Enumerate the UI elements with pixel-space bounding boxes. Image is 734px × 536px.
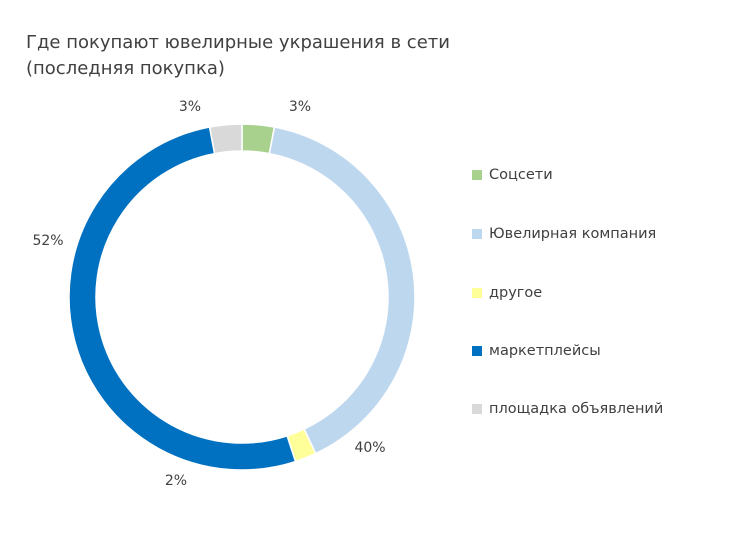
- legend-item-ювелирная-компания: Ювелирная компания: [472, 226, 656, 242]
- data-label-маркетплейсы: 52%: [32, 233, 63, 249]
- legend-item-другое: другое: [472, 285, 542, 301]
- data-label-другое: 2%: [165, 473, 187, 489]
- slice-площадка-объявлений: [208, 123, 243, 155]
- legend-label: Ювелирная компания: [489, 226, 657, 242]
- legend-item-маркетплейсы: маркетплейсы: [472, 343, 601, 359]
- legend-label: маркетплейсы: [489, 343, 601, 359]
- data-label-площадка-объявлений: 3%: [179, 99, 201, 115]
- legend-item-площадка-объявлений: площадка объявлений: [472, 401, 663, 417]
- data-label-ювелирная-компания: 40%: [354, 440, 385, 456]
- legend-swatch: [472, 170, 482, 180]
- legend-item-соцсети: Соцсети: [472, 167, 553, 183]
- data-label-соцсети: 3%: [289, 99, 311, 115]
- legend-swatch: [472, 229, 482, 239]
- legend-swatch: [472, 288, 482, 298]
- legend-label: другое: [489, 285, 543, 301]
- chart-title: Где покупают ювелирные украшения в сети …: [26, 32, 450, 79]
- legend-swatch: [472, 346, 482, 356]
- legend-swatch: [472, 404, 482, 414]
- slice-маркетплейсы: [68, 126, 297, 471]
- slice-ювелирная-компания: [268, 126, 416, 455]
- legend-label: Соцсети: [489, 167, 553, 183]
- legend-label: площадка объявлений: [489, 401, 664, 417]
